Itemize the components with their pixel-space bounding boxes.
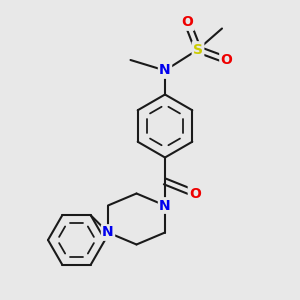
Text: N: N [159, 64, 171, 77]
Text: O: O [182, 16, 194, 29]
Text: O: O [189, 187, 201, 200]
Text: N: N [102, 226, 114, 239]
Text: N: N [159, 199, 171, 212]
Text: S: S [193, 43, 203, 56]
Text: O: O [220, 53, 232, 67]
